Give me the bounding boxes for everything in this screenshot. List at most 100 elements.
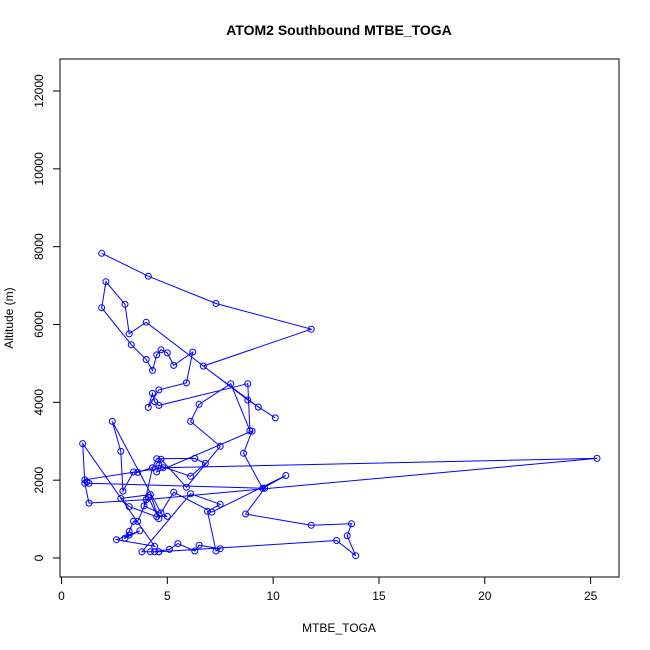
data-point bbox=[191, 454, 199, 462]
data-point bbox=[282, 472, 290, 479]
data-point bbox=[125, 528, 133, 535]
data-point bbox=[182, 483, 190, 491]
chart-title: ATOM2 Southbound MTBE_TOGA bbox=[226, 22, 452, 38]
data-point bbox=[125, 503, 133, 511]
data-point bbox=[187, 490, 195, 498]
data-point bbox=[142, 318, 150, 326]
data-point bbox=[165, 545, 173, 553]
data-point bbox=[149, 389, 156, 397]
data-point bbox=[127, 341, 135, 349]
data-point bbox=[240, 449, 247, 457]
x-tick-label: 5 bbox=[164, 589, 171, 603]
data-point bbox=[212, 547, 220, 555]
data-point bbox=[125, 330, 133, 338]
data-point bbox=[333, 537, 341, 544]
data-point bbox=[151, 398, 159, 406]
data-point bbox=[242, 510, 250, 518]
x-tick-label: 20 bbox=[478, 589, 492, 603]
data-point bbox=[125, 531, 133, 539]
data-point bbox=[204, 507, 211, 515]
data-point bbox=[81, 476, 89, 484]
data-point bbox=[144, 493, 152, 501]
data-point bbox=[208, 508, 216, 516]
data-point bbox=[98, 249, 106, 257]
data-point bbox=[348, 520, 355, 528]
data-point bbox=[155, 548, 163, 556]
data-point bbox=[163, 512, 171, 520]
data-point bbox=[149, 366, 156, 374]
data-point bbox=[216, 500, 224, 508]
data-point bbox=[81, 479, 89, 487]
data-point bbox=[163, 349, 171, 357]
data-point bbox=[216, 442, 224, 450]
data-point bbox=[136, 527, 144, 535]
data-point bbox=[121, 300, 129, 308]
data-point bbox=[130, 468, 137, 476]
data-point bbox=[271, 414, 279, 422]
data-point bbox=[187, 417, 195, 425]
data-point bbox=[130, 517, 137, 525]
data-point bbox=[102, 278, 110, 286]
data-point bbox=[244, 396, 252, 404]
data-point bbox=[343, 532, 351, 540]
data-point bbox=[187, 472, 195, 480]
y-tick-label: 4000 bbox=[32, 389, 46, 416]
data-point bbox=[261, 484, 269, 492]
data-point bbox=[307, 521, 315, 529]
data-point bbox=[108, 417, 116, 425]
data-point bbox=[144, 403, 152, 411]
y-tick-label: 12000 bbox=[32, 74, 46, 108]
data-point bbox=[151, 548, 159, 556]
data-point bbox=[85, 499, 93, 507]
x-tick-label: 10 bbox=[266, 589, 280, 603]
data-point bbox=[227, 380, 235, 388]
data-point bbox=[174, 540, 182, 548]
data-point bbox=[170, 488, 178, 496]
data-point bbox=[119, 487, 127, 495]
data-point bbox=[113, 536, 120, 544]
y-tick-label: 10000 bbox=[32, 152, 46, 186]
data-point bbox=[153, 351, 161, 359]
data-point bbox=[189, 348, 197, 356]
data-point bbox=[155, 515, 163, 523]
data-point bbox=[155, 401, 163, 409]
data-point bbox=[144, 272, 152, 280]
data-point bbox=[142, 496, 150, 504]
x-tick-label: 0 bbox=[58, 589, 65, 603]
data-point bbox=[153, 455, 161, 463]
data-point bbox=[140, 502, 148, 510]
data-point bbox=[307, 325, 315, 333]
data-point bbox=[352, 552, 360, 560]
data-point bbox=[79, 440, 87, 448]
data-point bbox=[199, 362, 207, 370]
x-tick-label: 25 bbox=[584, 589, 598, 603]
data-point bbox=[153, 468, 161, 476]
data-point bbox=[98, 304, 106, 312]
data-point bbox=[259, 484, 267, 492]
y-tick-label: 8000 bbox=[32, 233, 46, 260]
data-point bbox=[117, 495, 125, 502]
data-point bbox=[593, 454, 601, 462]
data-point bbox=[244, 380, 252, 388]
data-point bbox=[157, 346, 165, 354]
y-tick-label: 6000 bbox=[32, 311, 46, 338]
data-point bbox=[254, 403, 262, 411]
data-point bbox=[153, 513, 161, 521]
data-point bbox=[212, 300, 220, 307]
data-point bbox=[85, 479, 93, 487]
y-axis: 0 2000 4000 6000 8000 10000 12000 bbox=[32, 74, 61, 561]
data-point bbox=[195, 400, 203, 408]
data-point bbox=[248, 427, 256, 435]
data-point bbox=[134, 517, 142, 525]
y-axis-label: Altitude (m) bbox=[2, 287, 16, 348]
x-axis-label: MTBE_TOGA bbox=[302, 621, 376, 635]
data-point bbox=[201, 459, 209, 467]
data-point bbox=[142, 356, 150, 363]
data-point bbox=[134, 468, 142, 476]
data-point bbox=[83, 478, 91, 486]
data-point bbox=[155, 386, 163, 394]
data-point bbox=[155, 461, 163, 469]
data-point bbox=[159, 464, 167, 472]
data-point bbox=[138, 548, 146, 556]
